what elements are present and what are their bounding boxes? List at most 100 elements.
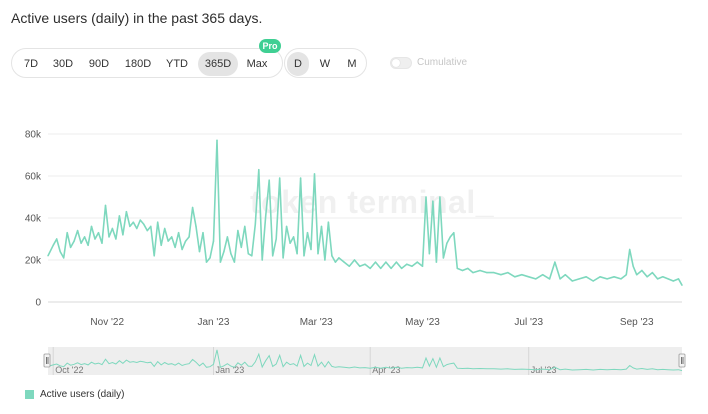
range-button-365d[interactable]: 365D bbox=[198, 52, 238, 76]
data-point bbox=[507, 271, 509, 274]
range-button-90d[interactable]: 90D bbox=[88, 58, 110, 70]
data-point bbox=[406, 263, 408, 265]
data-point bbox=[97, 232, 100, 234]
y-axis-ticks: 0 20k 40k 60k 80k bbox=[25, 130, 42, 309]
range-button-7d[interactable]: 7D bbox=[23, 58, 39, 70]
data-point bbox=[275, 238, 277, 240]
cumulative-toggle[interactable] bbox=[390, 57, 412, 69]
page-title: Active users (daily) in the past 365 day… bbox=[11, 10, 263, 26]
data-point bbox=[118, 215, 121, 217]
data-point bbox=[188, 236, 190, 238]
granularity-button-month[interactable]: M bbox=[347, 58, 357, 70]
data-point bbox=[629, 248, 631, 251]
navigator-left-handle[interactable] bbox=[43, 353, 51, 368]
data-point bbox=[132, 221, 134, 223]
data-point bbox=[129, 225, 131, 228]
data-point bbox=[296, 253, 298, 255]
data-point bbox=[606, 278, 608, 280]
range-button-30d[interactable]: 30D bbox=[52, 58, 74, 70]
data-point bbox=[285, 225, 288, 228]
legend-label: Active users (daily) bbox=[40, 389, 125, 400]
data-point bbox=[453, 232, 455, 234]
data-point bbox=[52, 244, 54, 246]
data-point bbox=[327, 221, 330, 223]
data-point bbox=[400, 267, 403, 270]
data-point bbox=[651, 271, 654, 274]
navigator-labels: Oct '22 Jan '23 Apr '23 Jul '23 bbox=[55, 365, 556, 375]
data-point bbox=[548, 278, 551, 280]
data-point bbox=[364, 263, 366, 265]
y-tick-label: 0 bbox=[35, 298, 41, 309]
data-point bbox=[317, 253, 319, 255]
range-button-max[interactable]: Max bbox=[246, 58, 268, 70]
data-point bbox=[76, 229, 79, 232]
y-tick-label: 40k bbox=[25, 214, 42, 225]
data-point bbox=[111, 227, 114, 230]
data-point bbox=[122, 234, 124, 236]
range-button-180d[interactable]: 180D bbox=[124, 58, 152, 70]
data-point bbox=[226, 236, 229, 238]
data-point bbox=[177, 232, 180, 234]
data-point bbox=[167, 240, 169, 242]
x-tick-label: May '23 bbox=[405, 317, 440, 328]
navigator-label: Oct '22 bbox=[55, 365, 83, 375]
data-point bbox=[542, 274, 544, 276]
data-point bbox=[500, 274, 502, 276]
data-point bbox=[80, 242, 82, 244]
granularity-button-week[interactable]: W bbox=[319, 58, 331, 70]
data-point bbox=[320, 225, 323, 228]
data-point bbox=[514, 276, 516, 278]
range-button-ytd[interactable]: YTD bbox=[166, 58, 188, 70]
data-point bbox=[338, 257, 340, 259]
data-point bbox=[101, 242, 103, 244]
navigator-right-handle[interactable] bbox=[678, 353, 686, 368]
data-point bbox=[421, 265, 424, 267]
data-point bbox=[559, 278, 561, 280]
legend-swatch bbox=[25, 390, 34, 399]
data-point bbox=[272, 255, 274, 257]
data-point bbox=[240, 246, 242, 249]
data-point bbox=[493, 271, 495, 274]
data-point bbox=[632, 265, 634, 267]
data-point bbox=[237, 229, 239, 232]
data-point bbox=[486, 271, 488, 274]
data-point bbox=[672, 280, 674, 282]
data-point bbox=[115, 238, 117, 240]
data-point bbox=[599, 276, 601, 278]
data-point bbox=[198, 250, 201, 253]
data-point bbox=[571, 280, 573, 282]
data-point bbox=[59, 250, 61, 253]
data-point bbox=[139, 219, 141, 221]
data-point bbox=[219, 261, 222, 263]
data-point bbox=[353, 259, 356, 261]
data-point bbox=[153, 255, 155, 257]
granularity-button-day[interactable]: D bbox=[287, 52, 309, 76]
data-point bbox=[646, 276, 648, 278]
data-point bbox=[641, 269, 643, 272]
navigator-background bbox=[48, 347, 682, 375]
data-point bbox=[395, 261, 398, 263]
data-point bbox=[87, 244, 89, 246]
time-range-selector: 7D 30D 90D 180D YTD 365D Max bbox=[11, 48, 283, 78]
navigator: Oct '22 Jan '23 Apr '23 Jul '23 bbox=[43, 347, 686, 375]
data-point bbox=[181, 248, 183, 251]
data-point bbox=[456, 267, 458, 270]
data-point bbox=[677, 278, 680, 280]
data-point bbox=[261, 259, 263, 261]
granularity-selector: D W M bbox=[284, 48, 367, 78]
data-point bbox=[205, 261, 208, 263]
data-point bbox=[585, 276, 587, 278]
data-point bbox=[160, 244, 162, 246]
data-point bbox=[174, 246, 176, 249]
data-point bbox=[212, 240, 215, 242]
data-point bbox=[461, 269, 464, 272]
data-point bbox=[136, 227, 138, 230]
data-point bbox=[184, 240, 187, 242]
data-point bbox=[306, 232, 309, 234]
data-point bbox=[439, 196, 441, 198]
data-point bbox=[202, 232, 204, 234]
data-point bbox=[146, 229, 148, 232]
x-tick-label: Jul '23 bbox=[514, 317, 543, 328]
data-point bbox=[369, 267, 371, 270]
